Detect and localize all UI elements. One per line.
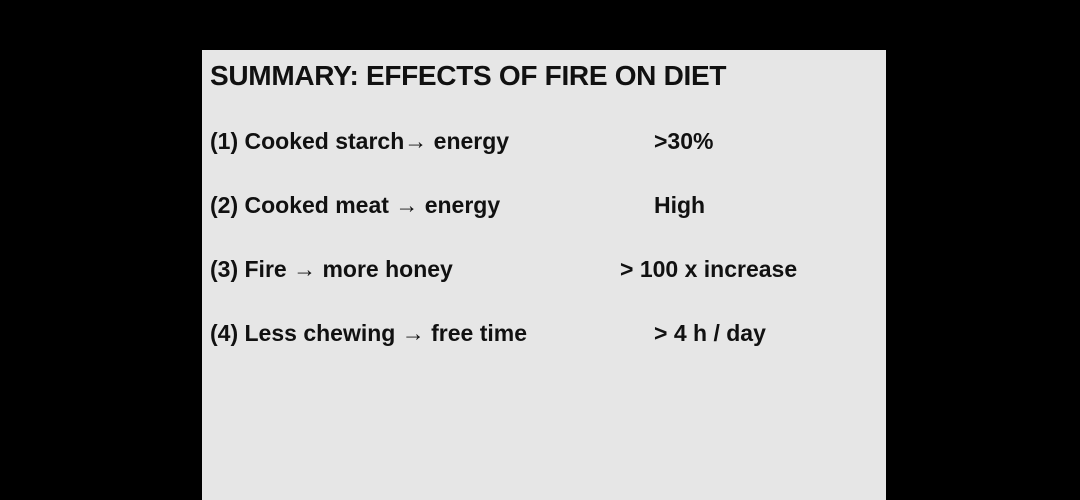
summary-item: (2) Cooked meat → energy High: [210, 192, 870, 226]
slide-title: SUMMARY: EFFECTS OF FIRE ON DIET: [210, 60, 727, 91]
summary-item-value: > 4 h / day: [654, 320, 766, 346]
summary-item-value: High: [654, 192, 706, 218]
summary-item-value: > 100 x increase: [620, 256, 798, 282]
summary-item-label: (3) Fire → more honey: [210, 256, 453, 282]
summary-item: (3) Fire → more honey > 100 x increase: [210, 256, 870, 290]
summary-item: (4) Less chewing → free time > 4 h / day: [210, 320, 870, 354]
slide-panel: SUMMARY: EFFECTS OF FIRE ON DIET (1) Coo…: [202, 50, 886, 500]
summary-item-value: >30%: [654, 128, 714, 154]
summary-item-label: (2) Cooked meat → energy: [210, 192, 501, 218]
summary-item-label: (4) Less chewing → free time: [210, 320, 527, 346]
summary-item-label: (1) Cooked starch→ energy: [210, 128, 510, 154]
summary-item: (1) Cooked starch→ energy >30%: [210, 128, 870, 162]
